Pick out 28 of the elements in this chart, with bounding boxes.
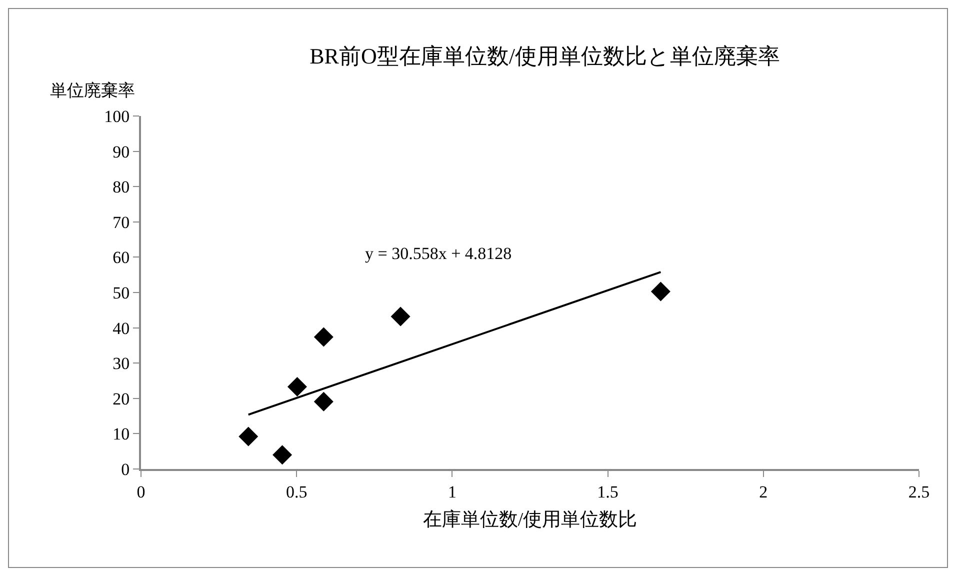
y-tick-label: 20 xyxy=(112,389,130,408)
y-tick-label: 90 xyxy=(112,142,130,162)
y-tick-label: 70 xyxy=(112,212,130,232)
x-tick-label: 0 xyxy=(136,482,146,502)
annotation: y = 30.558x + 4.8128 xyxy=(365,244,512,263)
chart-title: BR前O型在庫単位数/使用単位数比と単位廃棄率 xyxy=(310,44,780,69)
y-tick-label: 0 xyxy=(121,460,130,479)
y-tick-label: 80 xyxy=(112,178,130,197)
point xyxy=(287,377,307,396)
point xyxy=(314,392,334,412)
y-tick-label: 100 xyxy=(104,106,130,126)
y-tick-label: 10 xyxy=(112,424,130,444)
x-tick-label: 0.5 xyxy=(286,482,308,502)
y-tick-label: 30 xyxy=(112,354,130,374)
x-tick-label: 1 xyxy=(448,482,456,502)
point xyxy=(272,445,292,465)
y-tick-label: 50 xyxy=(112,283,130,302)
x-axis-title: 在庫単位数/使用単位数比 xyxy=(422,508,638,531)
y-tick-label: 60 xyxy=(112,248,130,268)
point xyxy=(238,426,258,446)
point xyxy=(650,282,670,302)
x-tick-label: 1.5 xyxy=(597,482,618,502)
point xyxy=(314,327,334,347)
x-tick-label: 2 xyxy=(759,482,768,502)
x-tick-label: 2.5 xyxy=(908,482,930,502)
y-tick-label: 40 xyxy=(112,318,130,338)
y-axis-title: 単位廃棄率 xyxy=(50,81,135,100)
point xyxy=(390,306,410,326)
